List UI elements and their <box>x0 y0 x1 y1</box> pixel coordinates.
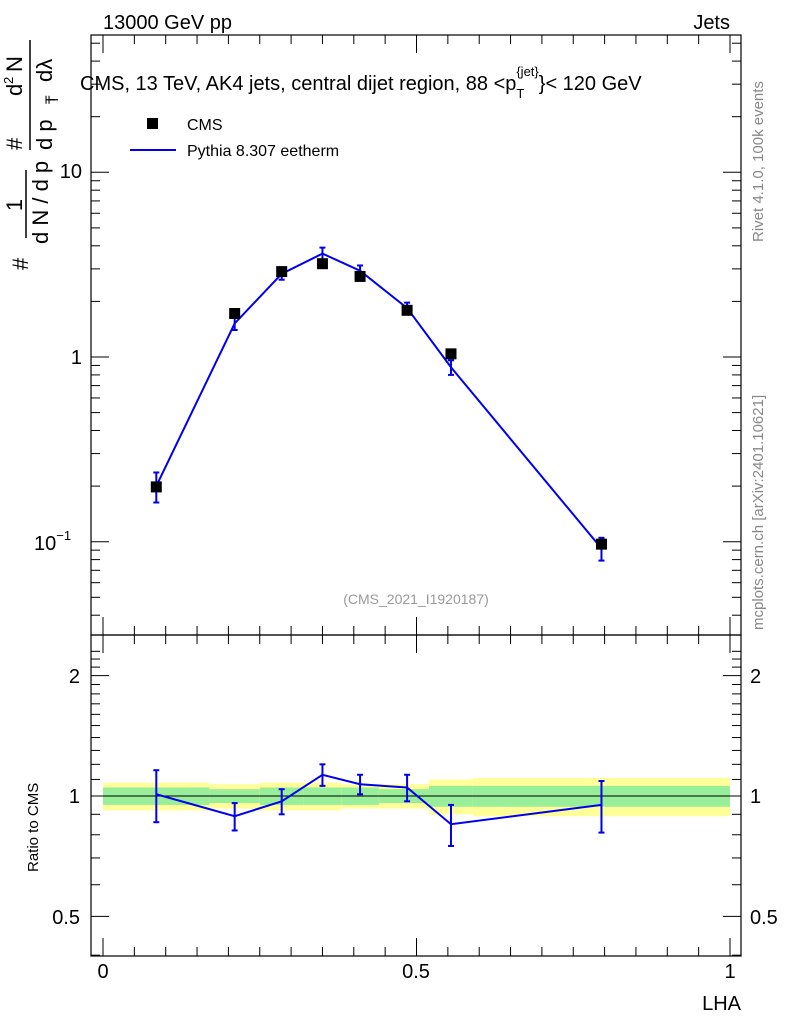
cms-data-point <box>276 266 288 278</box>
main-data-layer <box>150 246 607 562</box>
ratio-panel: 2 1 0.5 2 1 0.5 Ratio to CMS 0 0.5 1 LHA <box>25 634 778 1015</box>
title-end: }< 120 GeV <box>539 73 643 95</box>
ratio-mc-line <box>156 773 602 826</box>
cms-data-point <box>401 304 413 316</box>
ratio-ytick-2-left: 2 <box>69 666 80 688</box>
title-sup-jet: {jet} <box>516 64 539 79</box>
ylabel-T-2: T <box>45 95 61 104</box>
ylabel-one: 1 <box>2 199 27 211</box>
xtick-0.5: 0.5 <box>402 961 430 983</box>
ylabel-two: 2 <box>1 77 16 84</box>
ylabel-T-1: T <box>42 95 58 104</box>
main-ytick-10: 10 <box>60 161 82 183</box>
title-sub-T: T <box>516 86 524 101</box>
cms-data-point <box>229 307 241 319</box>
ratio-ylabel: Ratio to CMS <box>25 783 42 872</box>
ratio-ytick-2-right: 2 <box>750 666 761 688</box>
legend-mc-label: Pythia 8.307 eetherm <box>187 143 339 160</box>
main-ticks <box>91 35 741 635</box>
main-panel: CMS, 13 TeV, AK4 jets, central dijet reg… <box>34 34 742 636</box>
mc-series-line <box>155 252 603 550</box>
analysis-watermark: (CMS_2021_I1920187) <box>343 591 489 607</box>
rivet-label: Rivet 4.1.0, 100k events <box>750 81 767 242</box>
cms-data-point <box>354 270 366 282</box>
ylabel-hash-2: # <box>2 137 27 150</box>
cms-data-point <box>316 258 328 270</box>
ylabel-dpT: d p <box>32 119 57 150</box>
main-ytick-1: 1 <box>71 347 82 369</box>
ytick-0.1-exp: −1 <box>56 528 71 543</box>
ylabel-dN-dpT: d N / d p <box>28 161 53 244</box>
main-ytick-0.1: 10−1 <box>34 528 71 555</box>
ylabel-hash-1: # <box>8 257 33 270</box>
ratio-bands <box>103 777 730 817</box>
header-process: Jets <box>693 12 730 34</box>
ratio-ticks <box>91 635 741 956</box>
mcplots-label: mcplots.cern.ch [arXiv:2401.10621] <box>750 395 767 630</box>
ratio-data-layer <box>153 763 605 847</box>
legend-cms-label: CMS <box>187 117 223 134</box>
cms-data-point <box>150 481 162 493</box>
main-ylabel: # 1 d N / d p T # d 2 N d p T dλ <box>1 40 61 270</box>
xtick-0: 0 <box>97 961 108 983</box>
ylabel-N: N <box>2 56 27 72</box>
cms-data-point <box>595 538 607 550</box>
header-energy: 13000 GeV pp <box>103 12 232 34</box>
legend-cms-marker <box>147 118 158 129</box>
ylabel-d2: d <box>2 84 27 96</box>
ratio-frame <box>90 634 742 957</box>
xtick-1: 1 <box>724 961 735 983</box>
main-title: CMS, 13 TeV, AK4 jets, central dijet reg… <box>80 64 642 101</box>
ratio-ytick-0.5-right: 0.5 <box>750 907 778 929</box>
ratio-ytick-1-left: 1 <box>69 786 80 808</box>
ylabel-dlambda: dλ <box>32 59 57 82</box>
ratio-ytick-1-right: 1 <box>750 786 761 808</box>
ytick-0.1-base: 10 <box>34 533 56 555</box>
ratio-ytick-0.5-left: 0.5 <box>52 907 80 929</box>
title-text: CMS, 13 TeV, AK4 jets, central dijet reg… <box>80 73 516 95</box>
x-axis-label: LHA <box>702 993 742 1015</box>
cms-data-point <box>445 348 457 360</box>
